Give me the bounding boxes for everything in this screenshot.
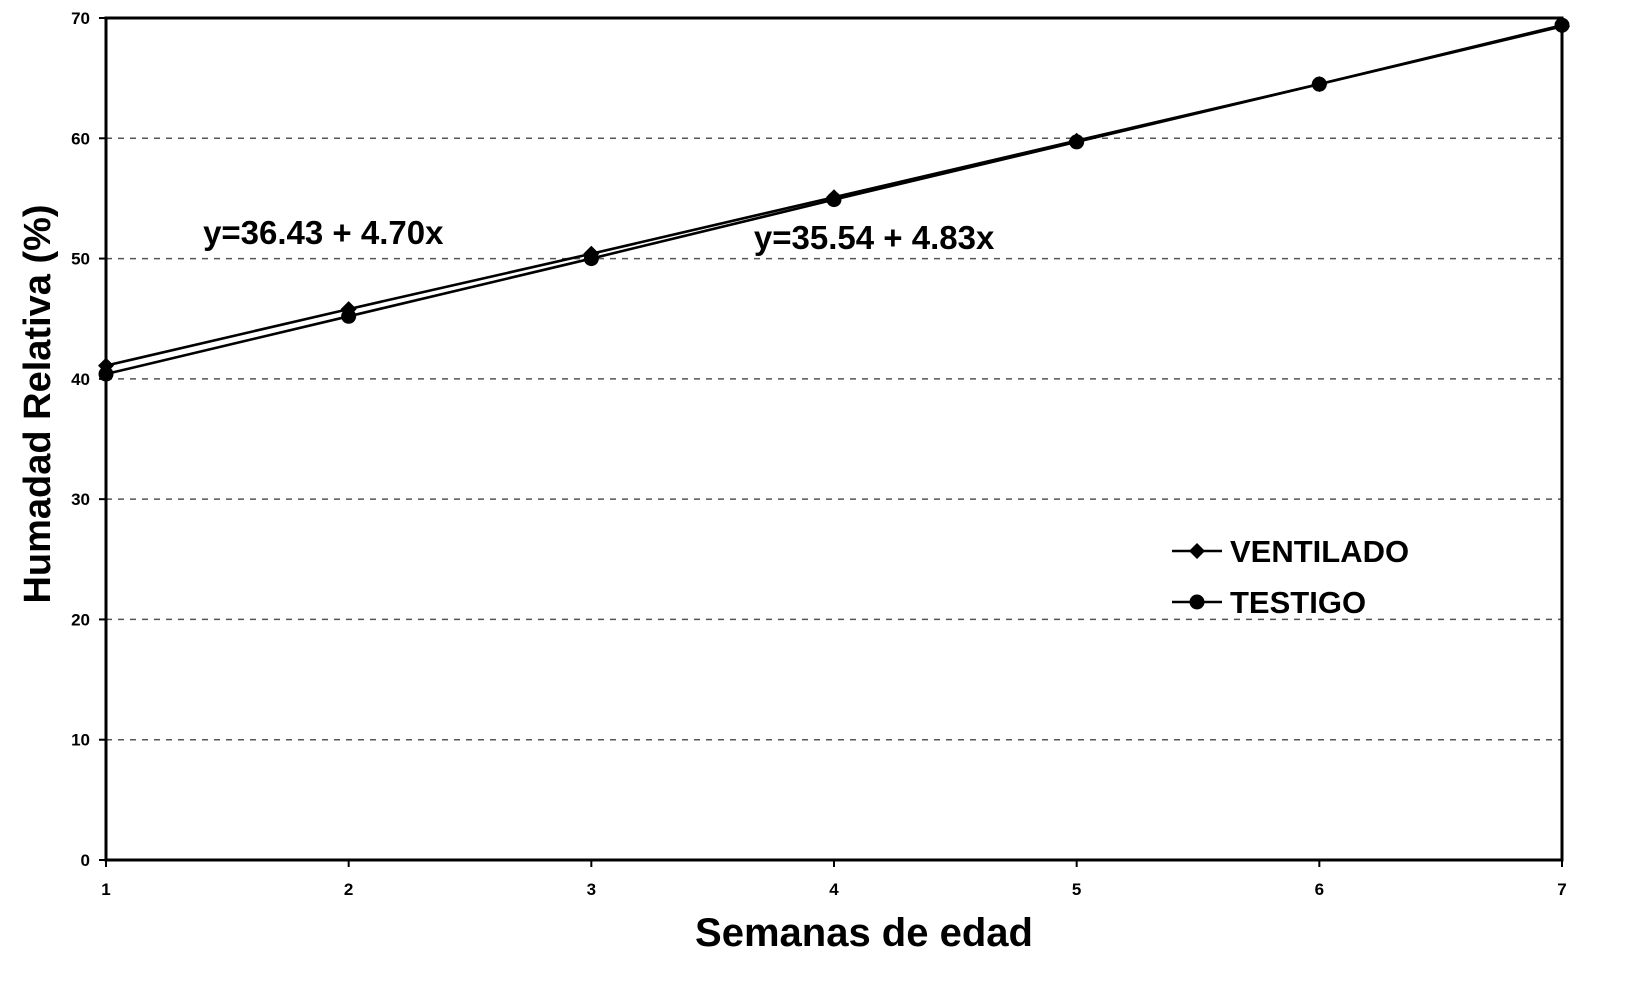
ytick-label-40: 40 xyxy=(71,370,90,389)
legend-item-ventilado: VENTILADO xyxy=(1172,534,1409,569)
y-axis-ticks: 0 10 20 30 40 50 60 70 xyxy=(71,9,106,870)
data-point-testigo-6 xyxy=(1311,76,1327,92)
y-axis-title: Humadad Relativa (%) xyxy=(17,204,59,603)
data-point-testigo-5 xyxy=(1069,134,1085,150)
xtick-label-6: 6 xyxy=(1315,880,1324,899)
legend-label-ventilado: VENTILADO xyxy=(1230,534,1409,569)
data-point-testigo-2 xyxy=(341,308,357,324)
xtick-label-5: 5 xyxy=(1072,880,1081,899)
series-testigo xyxy=(98,17,1570,382)
legend-marker-testigo xyxy=(1189,594,1205,610)
data-point-testigo-1 xyxy=(98,366,114,382)
legend-item-testigo: TESTIGO xyxy=(1172,585,1366,620)
data-point-testigo-4 xyxy=(826,192,842,208)
xtick-label-2: 2 xyxy=(344,880,353,899)
xtick-label-4: 4 xyxy=(829,880,839,899)
legend: VENTILADO TESTIGO xyxy=(1172,534,1409,620)
ytick-label-20: 20 xyxy=(71,610,90,629)
gridlines xyxy=(106,137,1562,741)
x-axis-title: Semanas de edad xyxy=(695,911,1033,955)
annotations: y=36.43 + 4.70x y=35.54 + 4.83x xyxy=(203,214,995,256)
xtick-label-3: 3 xyxy=(587,880,596,899)
xtick-label-7: 7 xyxy=(1557,880,1566,899)
ytick-label-50: 50 xyxy=(71,250,90,269)
legend-marker-ventilado xyxy=(1189,543,1205,559)
data-point-testigo-3 xyxy=(583,251,599,267)
x-axis-ticks: 1 2 3 4 5 6 7 xyxy=(101,860,1567,899)
ytick-label-0: 0 xyxy=(81,851,90,870)
legend-label-testigo: TESTIGO xyxy=(1230,585,1366,620)
data-point-testigo-7 xyxy=(1554,17,1570,33)
regression-equation-2: y=35.54 + 4.83x xyxy=(754,219,995,256)
ytick-label-70: 70 xyxy=(71,9,90,28)
plot-area-frame xyxy=(104,16,1564,862)
xtick-label-1: 1 xyxy=(101,880,110,899)
series xyxy=(98,17,1570,382)
regression-equation-1: y=36.43 + 4.70x xyxy=(203,214,444,251)
ytick-label-60: 60 xyxy=(71,129,90,148)
ytick-label-30: 30 xyxy=(71,490,90,509)
ytick-label-10: 10 xyxy=(71,731,90,750)
